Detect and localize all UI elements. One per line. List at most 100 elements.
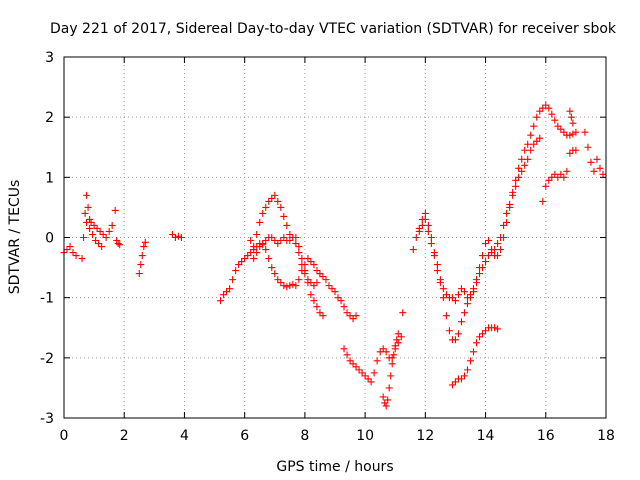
data-point bbox=[346, 357, 354, 365]
data-point bbox=[286, 237, 294, 245]
data-point bbox=[433, 261, 441, 269]
data-point bbox=[566, 131, 574, 139]
data-point bbox=[533, 113, 541, 121]
data-point bbox=[226, 285, 234, 293]
data-point bbox=[113, 237, 121, 245]
data-point bbox=[319, 273, 327, 281]
data-point bbox=[280, 234, 288, 241]
data-point bbox=[409, 246, 417, 254]
data-point bbox=[524, 155, 532, 163]
data-point bbox=[301, 270, 309, 278]
data-point bbox=[436, 276, 444, 284]
data-point bbox=[563, 167, 571, 175]
chart-title: Day 221 of 2017, Sidereal Day-to-day VTE… bbox=[50, 21, 617, 37]
data-point bbox=[343, 309, 351, 317]
data-point bbox=[448, 294, 456, 302]
data-point bbox=[457, 375, 465, 383]
data-point bbox=[545, 104, 553, 112]
data-point bbox=[72, 252, 80, 260]
data-point bbox=[310, 282, 318, 290]
data-point bbox=[83, 218, 91, 226]
data-point bbox=[307, 291, 315, 299]
data-point bbox=[262, 246, 270, 254]
data-point bbox=[548, 173, 556, 181]
data-point bbox=[427, 240, 435, 248]
series-s14 bbox=[415, 134, 544, 344]
data-point bbox=[86, 224, 94, 232]
data-point bbox=[247, 237, 255, 245]
data-point bbox=[384, 396, 392, 404]
x-tick-label: 14 bbox=[477, 428, 495, 444]
data-point bbox=[93, 224, 101, 232]
data-point bbox=[551, 116, 559, 124]
data-point bbox=[467, 291, 474, 299]
data-point bbox=[316, 309, 324, 317]
data-point bbox=[460, 288, 468, 296]
x-tick-label: 4 bbox=[180, 428, 189, 444]
data-point bbox=[473, 339, 481, 347]
data-point bbox=[442, 291, 450, 299]
data-point bbox=[463, 366, 471, 374]
data-point bbox=[274, 197, 282, 205]
data-point bbox=[433, 267, 441, 275]
data-point bbox=[387, 372, 395, 380]
data-point bbox=[515, 173, 523, 181]
y-tick-label: -1 bbox=[40, 291, 54, 307]
x-tick-label: 18 bbox=[597, 428, 615, 444]
data-point bbox=[177, 234, 185, 241]
data-point bbox=[530, 122, 538, 130]
data-point bbox=[512, 182, 520, 190]
data-point bbox=[497, 234, 505, 241]
data-point bbox=[451, 378, 459, 386]
data-point bbox=[518, 167, 526, 175]
data-point bbox=[316, 270, 324, 278]
data-point bbox=[217, 297, 225, 305]
data-point bbox=[250, 243, 258, 251]
series-s6 bbox=[168, 230, 185, 241]
x-tick-label: 6 bbox=[240, 428, 249, 444]
x-tick-label: 0 bbox=[60, 428, 69, 444]
data-point bbox=[63, 246, 71, 254]
data-point bbox=[295, 243, 303, 251]
data-point bbox=[292, 240, 300, 248]
data-point bbox=[313, 303, 321, 311]
data-point bbox=[497, 246, 505, 254]
data-point bbox=[286, 282, 294, 290]
data-point bbox=[95, 240, 103, 248]
data-point bbox=[491, 246, 499, 254]
data-point bbox=[424, 227, 432, 235]
data-point bbox=[271, 237, 279, 245]
data-point bbox=[454, 291, 462, 299]
data-point bbox=[476, 333, 484, 341]
data-point bbox=[114, 240, 122, 248]
data-point bbox=[102, 234, 110, 241]
data-point bbox=[476, 270, 484, 278]
data-point bbox=[304, 255, 312, 263]
data-point bbox=[262, 237, 270, 245]
data-point bbox=[439, 294, 447, 302]
data-point bbox=[503, 218, 511, 226]
data-point bbox=[596, 164, 604, 172]
data-point bbox=[512, 176, 520, 184]
data-point bbox=[268, 234, 276, 241]
data-point bbox=[111, 206, 119, 214]
data-point bbox=[307, 258, 315, 266]
grid bbox=[64, 57, 606, 418]
y-tick-label: 2 bbox=[45, 110, 54, 126]
data-point bbox=[274, 240, 282, 248]
x-tick-label: 2 bbox=[120, 428, 129, 444]
data-point bbox=[89, 230, 97, 238]
data-point bbox=[379, 345, 387, 353]
data-point bbox=[530, 140, 538, 148]
data-point bbox=[533, 137, 541, 145]
data-point bbox=[424, 221, 432, 229]
data-point bbox=[238, 258, 246, 266]
y-tick-label: -2 bbox=[40, 351, 54, 367]
data-point bbox=[382, 402, 390, 410]
data-point bbox=[539, 197, 547, 205]
data-point bbox=[86, 215, 94, 223]
data-point bbox=[370, 369, 378, 377]
data-point bbox=[135, 270, 143, 278]
data-point bbox=[485, 237, 493, 245]
